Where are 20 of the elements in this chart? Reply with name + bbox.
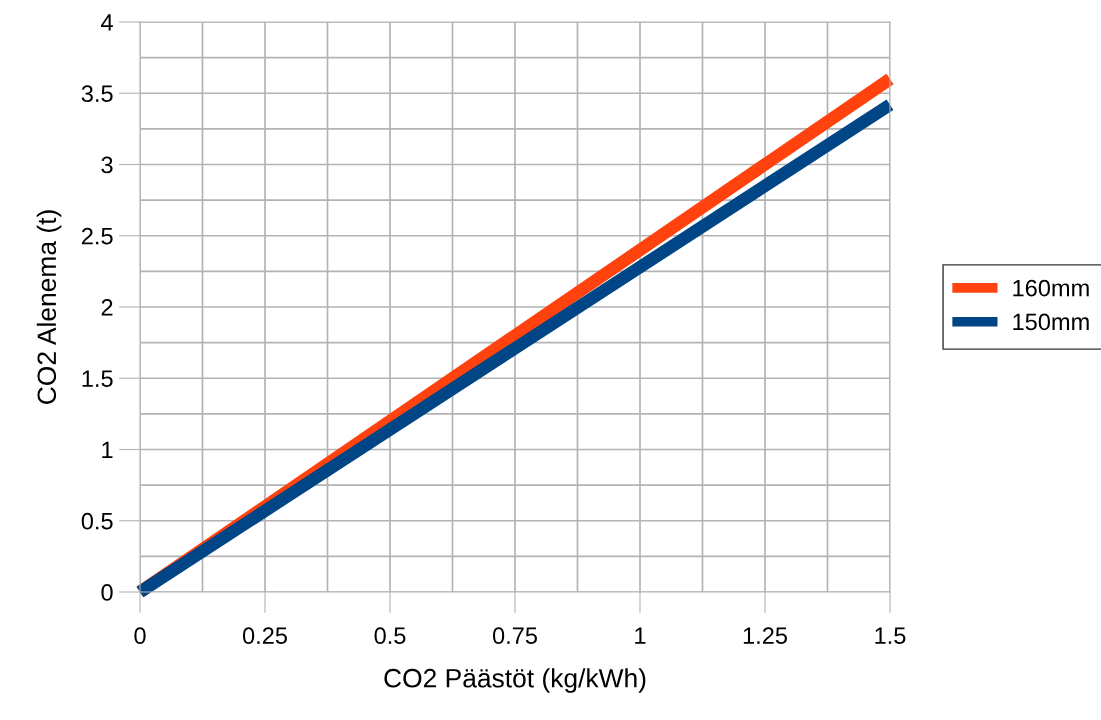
y-tick-label: 2 xyxy=(101,299,113,316)
x-tick-label: 0.25 xyxy=(242,627,287,645)
x-tick-label: 0.5 xyxy=(374,627,406,645)
y-tick-label: 2.5 xyxy=(81,227,113,245)
legend-label: 150mm xyxy=(1013,313,1089,331)
x-tick-label: 0.75 xyxy=(492,627,537,645)
y-tick-label: 1 xyxy=(102,441,113,459)
y-tick-label: 0.5 xyxy=(81,512,113,530)
y-tick-label: 3.5 xyxy=(81,85,113,103)
x-axis-title: CO2 Päästöt (kg/kWh) xyxy=(384,668,646,693)
x-tick-label: 1 xyxy=(635,627,646,644)
legend-label: 160mm xyxy=(1013,279,1089,297)
y-tick-label: 0 xyxy=(101,584,113,601)
x-tick-label: 1.5 xyxy=(875,627,906,645)
x-tick-label: 0 xyxy=(134,627,146,645)
y-tick-label: 3 xyxy=(101,156,113,174)
x-tick-label: 1.25 xyxy=(743,627,787,645)
y-tick-label: 4 xyxy=(101,14,113,31)
y-tick-label: 1.5 xyxy=(82,370,113,388)
y-axis-title: CO2 Alenema (t) xyxy=(36,210,62,404)
